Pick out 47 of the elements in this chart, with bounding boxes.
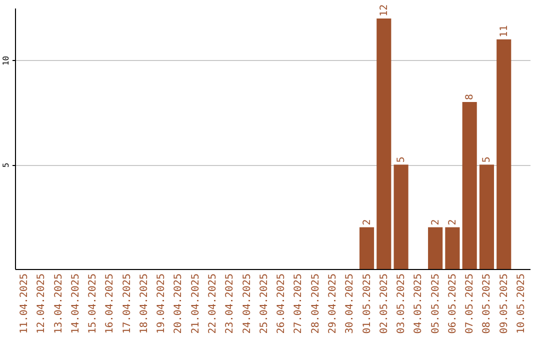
bar [428, 227, 443, 269]
x-tick-label: 29.04.2025 [327, 274, 338, 334]
y-tick-label: 10 [2, 56, 10, 66]
data-label: 2 [447, 219, 458, 226]
x-tick-label: 18.04.2025 [138, 274, 150, 334]
x-tick-label: 17.04.2025 [122, 274, 133, 334]
x-tick-label: 25.04.2025 [258, 274, 270, 334]
x-tick-label: 30.04.2025 [344, 274, 356, 334]
x-tick-label: 04.05.2025 [413, 274, 424, 334]
bar [462, 102, 477, 269]
data-label: 5 [482, 156, 493, 163]
x-tick-label: 02.05.2025 [378, 274, 390, 334]
x-tick-label: 01.05.2025 [362, 274, 373, 334]
x-tick-label: 12.04.2025 [36, 274, 48, 334]
x-tick-label: 23.04.2025 [224, 274, 236, 334]
x-tick-label: 10.05.2025 [516, 274, 528, 334]
x-tick-label: 07.05.2025 [464, 274, 476, 334]
x-tick-label: 05.05.2025 [430, 274, 442, 334]
x-tick-label: 09.05.2025 [498, 274, 510, 334]
x-tick-label: 15.04.2025 [88, 274, 99, 334]
x-tick-label: 27.04.2025 [293, 274, 304, 334]
x-tick-label: 08.05.2025 [482, 274, 493, 334]
x-tick-label: 24.04.2025 [242, 274, 253, 334]
x-tick-label: 20.04.2025 [173, 274, 184, 334]
bar [496, 39, 512, 269]
bar [445, 227, 460, 269]
data-label: 5 [396, 156, 408, 163]
x-tick-label: 22.04.2025 [208, 274, 219, 334]
data-label: 2 [430, 219, 442, 226]
x-tick-label: 16.04.2025 [104, 274, 116, 334]
data-label: 8 [464, 94, 476, 100]
x-tick-label: 06.05.2025 [447, 274, 458, 334]
x-tick-label: 03.05.2025 [396, 274, 408, 334]
bar [376, 18, 392, 269]
x-tick-label: 21.04.2025 [190, 274, 202, 334]
data-label: 11 [498, 25, 510, 38]
x-tick-label: 13.04.2025 [53, 274, 64, 334]
data-label: 2 [362, 219, 373, 226]
x-tick-label: 26.04.2025 [276, 274, 288, 334]
bar [359, 227, 374, 269]
bar [394, 164, 408, 269]
x-tick-label: 14.04.2025 [70, 274, 82, 334]
data-label: 12 [378, 4, 390, 16]
x-tick-label: 11.04.2025 [19, 274, 30, 334]
bar [479, 164, 494, 269]
x-tick-label: 19.04.2025 [156, 274, 168, 334]
x-tick-label: 28.04.2025 [310, 274, 322, 334]
